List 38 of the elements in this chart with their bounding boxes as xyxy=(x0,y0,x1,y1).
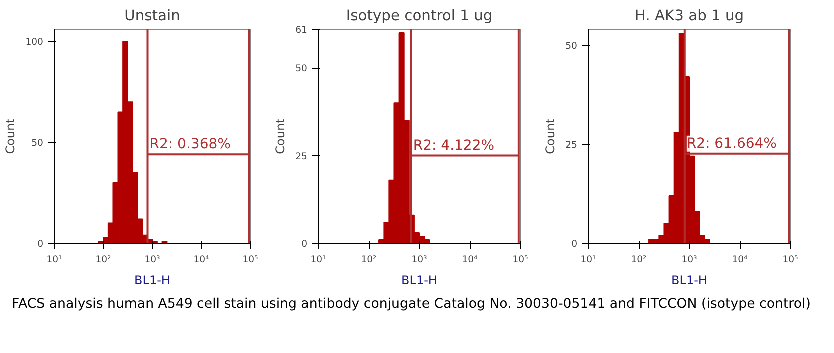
x-tick-label: 10¹ xyxy=(310,254,327,266)
chart-title: H. AK3 ab 1 ug xyxy=(634,8,744,24)
x-tick-label: 10² xyxy=(361,254,378,266)
text: FACS analysis human A549 cell stain using antibody conjugate Catalog No. 30030-05141 and FITCCON (isotype control) xyxy=(12,296,811,314)
y-axis-title: Count xyxy=(544,118,558,154)
x-axis-title: BL1-H xyxy=(134,274,170,288)
x-tick-label: 10³ xyxy=(412,254,428,266)
y-tick-label: 25 xyxy=(566,140,578,151)
x-tick-label: 10⁵ xyxy=(242,254,259,266)
x-tick-label: 10² xyxy=(631,254,648,266)
x-tick-label: 10³ xyxy=(144,254,161,266)
chart-title: Isotype control 1 ug xyxy=(346,8,493,24)
y-tick-label: 61 xyxy=(296,25,308,36)
x-tick-label: 10³ xyxy=(682,254,698,266)
y-tick-label: 25 xyxy=(296,151,308,162)
y-tick-label: 100 xyxy=(26,37,44,48)
annotation: R2: 4.122% xyxy=(413,138,495,154)
y-tick-label: 50 xyxy=(32,138,44,150)
x-tick-label: 10⁴ xyxy=(194,254,210,266)
chart-title: Unstain xyxy=(124,8,180,24)
y-axis-title: Count xyxy=(4,118,18,154)
x-axis-title: BL1-H xyxy=(672,274,708,288)
x-tick-label: 10⁴ xyxy=(462,254,478,266)
x-tick-label: 10¹ xyxy=(46,254,63,266)
x-tick-label: 10⁴ xyxy=(732,254,748,266)
y-tick-label: 50 xyxy=(566,40,578,52)
y-tick-label: 50 xyxy=(296,64,308,75)
x-tick-label: 10² xyxy=(96,254,112,266)
y-axis-title: Count xyxy=(274,118,288,154)
y-tick-label: 0 xyxy=(572,239,578,250)
annotation: R2: 61.664% xyxy=(686,136,777,152)
x-axis-title: BL1-H xyxy=(402,274,438,288)
x-tick-label: 10⁵ xyxy=(512,254,529,266)
annotation: R2: 0.368% xyxy=(150,136,231,153)
x-tick-label: 10⁵ xyxy=(782,254,799,266)
y-tick-label: 0 xyxy=(302,239,308,250)
y-tick-label: 0 xyxy=(38,239,44,250)
x-tick-label: 10¹ xyxy=(580,254,597,266)
